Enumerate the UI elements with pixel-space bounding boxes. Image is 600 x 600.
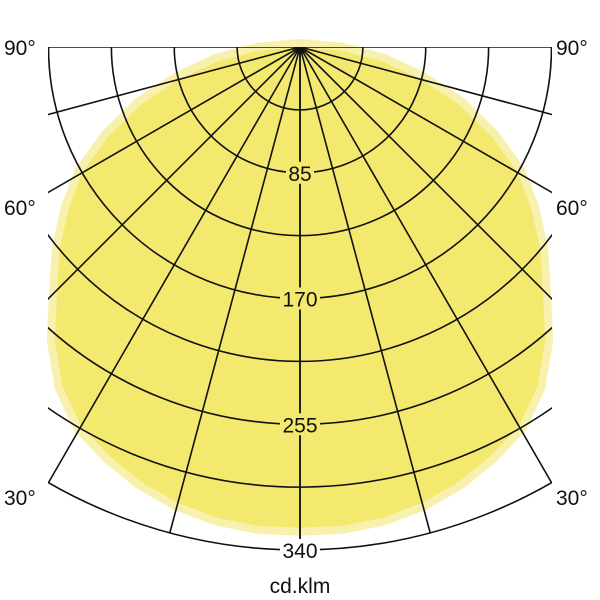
angle-gridline: [299, 47, 552, 194]
angle-label-60-left: 60°: [4, 197, 36, 220]
angle-label-90-left: 90°: [4, 37, 36, 60]
radial-label-340: 340: [282, 540, 317, 563]
angle-gridline: [169, 47, 301, 534]
radial-label-bg: [280, 287, 320, 310]
angle-gridline: [299, 47, 431, 534]
angle-tick-labels: 90° 90° 60° 60° 30° 30°: [4, 37, 588, 510]
angle-gridline: [48, 47, 301, 116]
angle-gridline: [299, 47, 552, 484]
angle-gridline: [48, 47, 301, 484]
angle-label-90-right: 90°: [556, 37, 588, 60]
radial-label-85: 85: [288, 163, 311, 186]
unit-label: cd.klm: [270, 575, 331, 598]
radial-label-bg: [280, 413, 320, 436]
radial-label-255: 255: [282, 414, 317, 437]
angle-label-30-left: 30°: [4, 487, 36, 510]
radial-tick-labels: 85 170 255 340: [280, 161, 320, 563]
radial-label-170: 170: [282, 289, 317, 312]
angle-label-60-right: 60°: [556, 197, 588, 220]
angle-label-30-right: 30°: [556, 487, 588, 510]
radial-label-bg: [286, 161, 314, 184]
angle-gridline: [299, 47, 552, 116]
radial-label-bg: [280, 539, 320, 561]
angle-gridline: [48, 47, 301, 301]
angle-gridline: [299, 47, 552, 301]
angle-gridline: [48, 47, 301, 194]
